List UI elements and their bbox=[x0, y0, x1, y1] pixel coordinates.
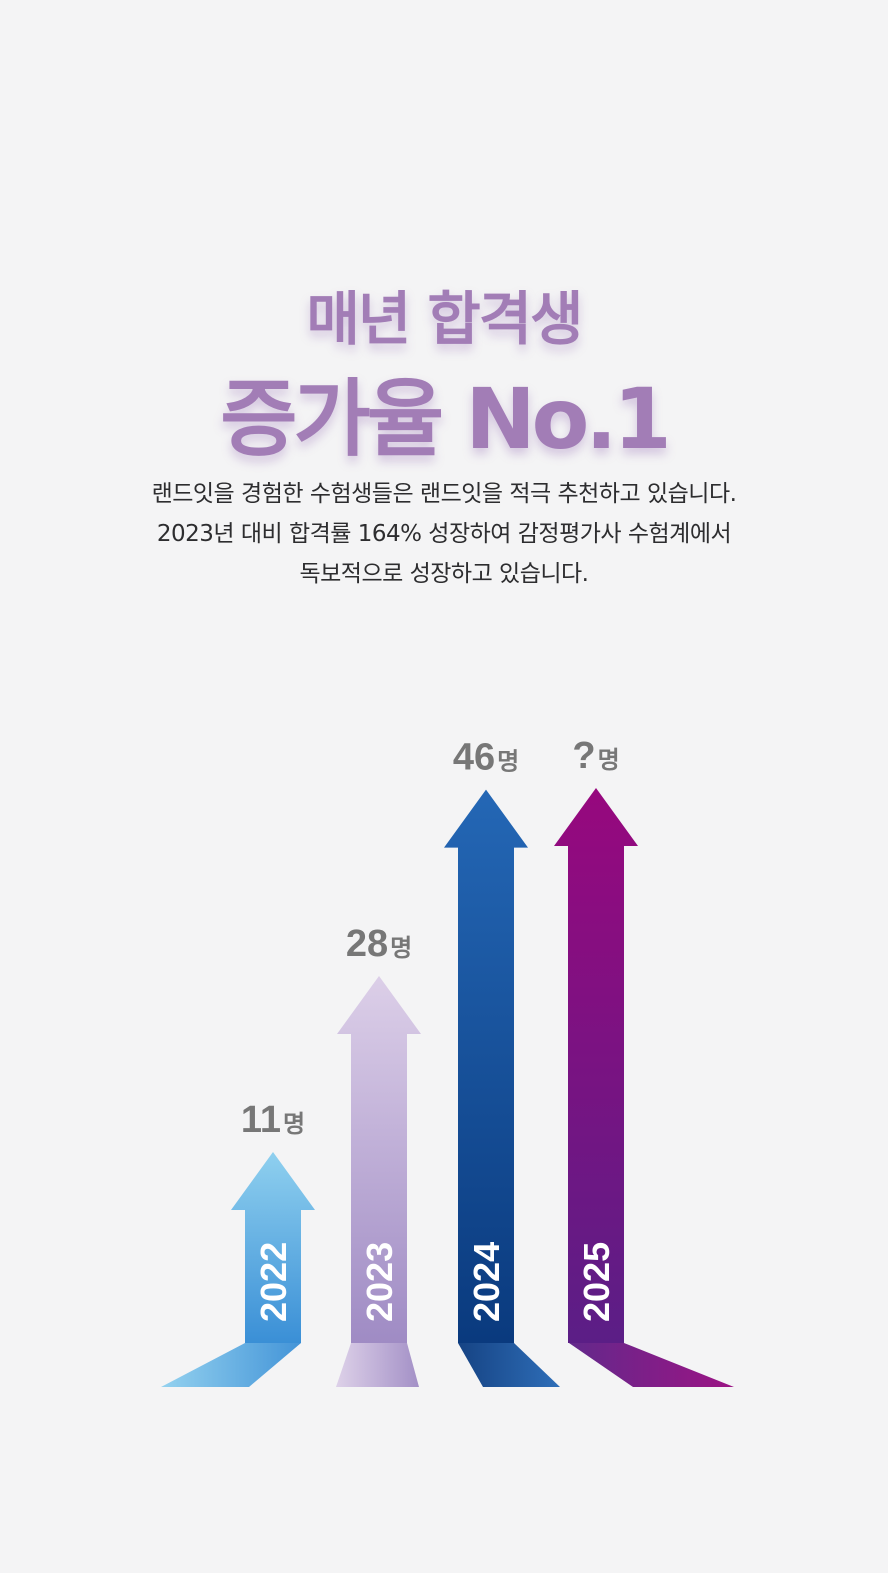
year-label-2025: 2025 bbox=[576, 1242, 617, 1322]
value-label-2024: 46명 bbox=[453, 737, 519, 779]
arrow-base-2025 bbox=[569, 1343, 734, 1387]
value-label-2022: 11명 bbox=[241, 1099, 305, 1141]
arrow-bar-2023 bbox=[337, 976, 421, 1343]
year-label-2023: 2023 bbox=[359, 1242, 400, 1322]
description: 랜드잇을 경험한 수험생들은 랜드잇을 적극 추천하고 있습니다. 2023년 … bbox=[0, 474, 888, 594]
value-label-2023: 28명 bbox=[346, 923, 412, 965]
arrow-base-2024 bbox=[458, 1343, 560, 1387]
arrow-bar-2024 bbox=[444, 789, 528, 1343]
arrow-bar-2022 bbox=[231, 1152, 315, 1343]
year-label-2022: 2022 bbox=[253, 1242, 294, 1322]
headline-line-1: 매년 합격생 bbox=[306, 285, 584, 353]
description-line-3: 독보적으로 성장하고 있습니다. bbox=[299, 561, 589, 587]
description-line-1: 랜드잇을 경험한 수험생들은 랜드잇을 적극 추천하고 있습니다. bbox=[151, 481, 737, 507]
description-line-2: 2023년 대비 합격률 164% 성장하여 감정평가사 수험계에서 bbox=[156, 521, 732, 547]
value-label-2025: ?명 bbox=[572, 735, 619, 777]
arrow-bar-2025 bbox=[554, 788, 638, 1343]
headline-line-2: 증가율 No.1 bbox=[220, 370, 671, 468]
arrow-base-2023 bbox=[336, 1343, 419, 1387]
year-label-2024: 2024 bbox=[466, 1242, 507, 1322]
arrow-base-2022 bbox=[161, 1343, 301, 1387]
